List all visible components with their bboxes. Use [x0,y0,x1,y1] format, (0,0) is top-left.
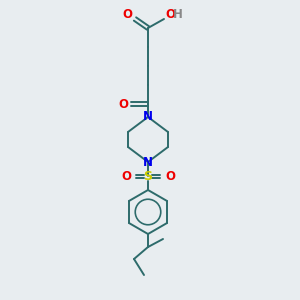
Text: O: O [121,169,131,182]
Text: O: O [118,98,128,110]
Text: N: N [143,110,153,124]
Text: O: O [122,8,132,22]
Text: O: O [165,8,175,22]
Text: N: N [143,155,153,169]
Text: H: H [173,8,183,22]
Text: S: S [143,169,152,182]
Text: O: O [165,169,175,182]
